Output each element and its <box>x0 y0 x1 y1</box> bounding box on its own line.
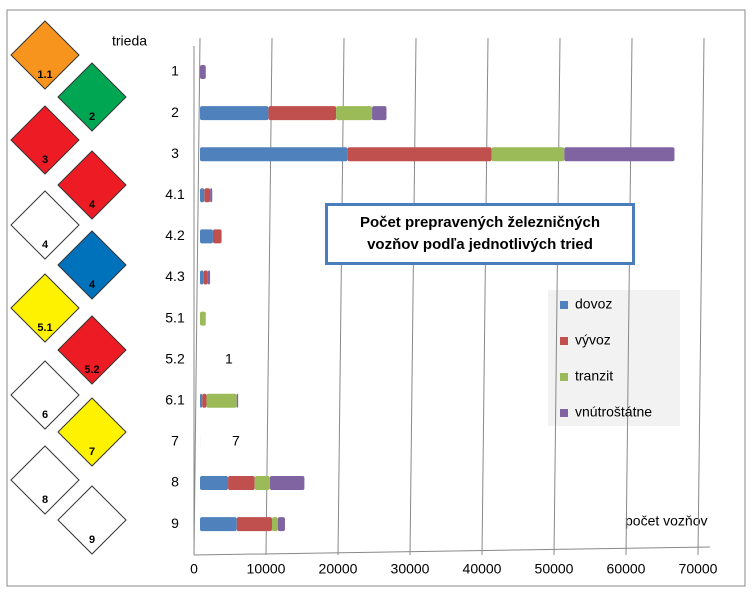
hazard-sign <box>57 397 127 467</box>
bar <box>228 476 255 490</box>
bar <box>200 106 269 121</box>
bar <box>491 147 565 162</box>
x-axis <box>193 546 711 556</box>
hazard-sign-label: 1.1 <box>37 69 52 81</box>
hazard-sign-label: 3 <box>42 154 48 166</box>
grid-line <box>265 37 273 556</box>
y-tick-label: 7 <box>171 433 179 449</box>
y-axis-label: trieda <box>112 33 147 49</box>
legend-label: dovoz <box>575 296 612 312</box>
annotation: 1 <box>225 350 233 366</box>
hazard-sign <box>57 62 127 132</box>
hazard-sign <box>57 150 127 220</box>
hazard-sign-label: 6 <box>42 409 48 421</box>
legend-label: vývoz <box>575 332 611 348</box>
bar <box>272 517 278 532</box>
bar <box>269 476 305 490</box>
y-tick-label: 5.2 <box>165 350 185 366</box>
y-tick-label: 4.1 <box>165 186 185 202</box>
bar <box>372 106 387 121</box>
bar <box>200 476 229 490</box>
y-tick-label: 9 <box>171 515 179 531</box>
bar <box>236 393 239 408</box>
grid-line <box>625 37 633 556</box>
bar <box>212 229 222 244</box>
x-tick-label: 40000 <box>463 561 502 577</box>
bar <box>210 188 213 203</box>
bar <box>203 270 208 285</box>
x-tick-label: 50000 <box>535 561 574 577</box>
hazard-sign <box>10 360 80 430</box>
bar <box>207 270 211 285</box>
bar <box>202 393 207 408</box>
hazard-sign-label: 8 <box>42 494 48 506</box>
bar <box>200 229 213 244</box>
grid-line <box>553 37 561 556</box>
bar <box>206 393 237 408</box>
bar <box>204 188 211 203</box>
bar <box>564 147 675 162</box>
y-tick-label: 8 <box>171 474 179 490</box>
legend-swatch <box>560 301 568 309</box>
bar <box>254 476 270 490</box>
legend-swatch <box>560 337 568 345</box>
bar <box>200 270 204 285</box>
legend-box <box>548 290 680 426</box>
x-tick-label: 10000 <box>247 561 286 577</box>
bar <box>200 147 348 162</box>
x-tick-label: 60000 <box>607 561 646 577</box>
chart-title: Počet prepravených železničných vozňov p… <box>325 203 635 265</box>
bar <box>236 517 272 532</box>
y-tick-label: 4.2 <box>165 227 185 243</box>
bar <box>200 311 206 326</box>
bar <box>200 188 205 203</box>
y-tick-label: 5.1 <box>165 309 185 325</box>
hazard-sign-label: 9 <box>89 534 95 546</box>
bar <box>347 147 492 162</box>
legend-label: vnútroštátne <box>575 404 652 420</box>
bar <box>200 65 206 79</box>
hazard-sign <box>57 315 127 385</box>
bar <box>200 517 237 532</box>
bar <box>268 106 337 121</box>
grid-line <box>193 37 201 556</box>
grid-line <box>697 37 705 556</box>
grid-line <box>481 37 489 556</box>
hazard-sign-label: 5.1 <box>37 322 52 334</box>
legend-swatch <box>560 373 568 381</box>
grid-line <box>337 37 345 556</box>
hazard-sign <box>10 20 80 90</box>
grid-line <box>409 37 417 556</box>
hazard-sign <box>10 190 80 260</box>
hazard-sign <box>10 273 80 343</box>
hazard-sign-label: 4 <box>42 239 49 251</box>
y-tick-label: 6.1 <box>165 392 185 408</box>
legend-swatch <box>560 409 568 417</box>
hazard-sign-label: 2 <box>89 111 95 123</box>
bar <box>200 393 203 408</box>
annotation: 7 <box>232 433 240 449</box>
hazard-sign-label: 4 <box>89 199 96 211</box>
hazard-sign-label: 5.2 <box>84 364 99 376</box>
hazard-sign <box>10 105 80 175</box>
x-tick-label: 30000 <box>391 561 430 577</box>
y-tick-label: 4.3 <box>165 268 185 284</box>
x-tick-label: 0 <box>190 561 198 577</box>
x-axis-label: počet vozňov <box>625 513 708 529</box>
y-tick-label: 2 <box>171 104 179 120</box>
legend-label: tranzit <box>575 368 613 384</box>
hazard-sign <box>10 445 80 515</box>
hazard-sign <box>57 485 127 555</box>
bar <box>336 106 373 121</box>
y-tick-label: 1 <box>171 63 179 79</box>
x-tick-label: 20000 <box>319 561 358 577</box>
hazard-sign-label: 7 <box>89 446 95 458</box>
hazard-sign <box>57 230 127 300</box>
hazard-sign-label: 4 <box>89 279 96 291</box>
y-tick-label: 3 <box>171 145 179 161</box>
x-tick-label: 70000 <box>679 561 718 577</box>
bar <box>277 517 285 532</box>
